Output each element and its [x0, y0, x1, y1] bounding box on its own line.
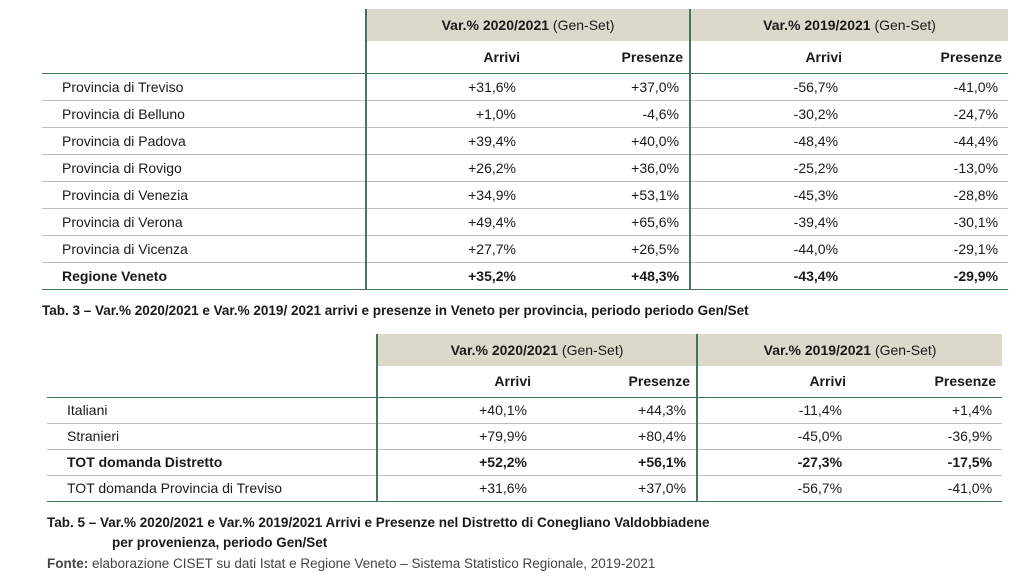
cell: -17,5%: [852, 449, 1003, 476]
cell: +31,6%: [365, 73, 526, 101]
row-label: Provincia di Treviso: [42, 73, 366, 101]
cell: -13,0%: [848, 154, 1009, 182]
cell: -24,7%: [848, 100, 1009, 128]
cell: +39,4%: [365, 127, 526, 155]
table-5-caption-line2: per provenienza, periodo Gen/Set: [112, 535, 328, 550]
col-header-presenze: Presenze: [537, 366, 698, 398]
cell: +44,3%: [537, 397, 698, 424]
cell: -29,9%: [848, 262, 1009, 290]
cell: -41,0%: [848, 73, 1009, 101]
row-label: TOT domanda Distretto: [47, 449, 377, 476]
cell: -45,0%: [696, 423, 853, 450]
cell: -30,1%: [848, 208, 1009, 236]
table-3-caption: Tab. 3 – Var.% 2020/2021 e Var.% 2019/ 2…: [42, 303, 749, 318]
table-row: Provincia di Verona +49,4% +65,6% -39,4%…: [42, 208, 1009, 236]
group-header-2020-2021: Var.% 2020/2021 (Gen-Set): [375, 334, 698, 366]
row-label: Provincia di Belluno: [42, 100, 366, 128]
cell: +36,0%: [526, 154, 691, 182]
cell: -29,1%: [848, 235, 1009, 263]
cell: +49,4%: [365, 208, 526, 236]
table-row: Stranieri +79,9% +80,4% -45,0% -36,9%: [47, 423, 1003, 450]
sub-header-row: Arrivi Presenze Arrivi Presenze: [47, 366, 1003, 398]
table-row: Provincia di Padova +39,4% +40,0% -48,4%…: [42, 127, 1009, 155]
group-header-row: Var.% 2020/2021 (Gen-Set) Var.% 2019/202…: [42, 9, 1009, 41]
cell: +40,0%: [526, 127, 691, 155]
cell: -11,4%: [696, 397, 853, 424]
cell: -4,6%: [526, 100, 691, 128]
cell: -48,4%: [689, 127, 849, 155]
sub-header-row: Arrivi Presenze Arrivi Presenze: [42, 41, 1009, 74]
row-label: Provincia di Venezia: [42, 181, 366, 209]
cell: +80,4%: [537, 423, 698, 450]
row-label: TOT domanda Provincia di Treviso: [47, 475, 377, 502]
source-text: elaborazione CISET su dati Istat e Regio…: [88, 556, 656, 571]
group-header-2019-2021: Var.% 2019/2021 (Gen-Set): [696, 334, 1003, 366]
cell: +27,7%: [365, 235, 526, 263]
row-label: Italiani: [47, 397, 377, 424]
cell: -44,0%: [689, 235, 849, 263]
table-row: Provincia di Rovigo +26,2% +36,0% -25,2%…: [42, 154, 1009, 182]
cell: +34,9%: [365, 181, 526, 209]
cell: +37,0%: [537, 475, 698, 502]
table-5-caption: Tab. 5 – Var.% 2020/2021 e Var.% 2019/20…: [47, 515, 710, 530]
cell: -27,3%: [696, 449, 853, 476]
cell: -56,7%: [696, 475, 853, 502]
cell: -36,9%: [852, 423, 1003, 450]
table-row: Italiani +40,1% +44,3% -11,4% +1,4%: [47, 397, 1003, 424]
cell: +52,2%: [376, 449, 537, 476]
table-3: Var.% 2020/2021 (Gen-Set) Var.% 2019/202…: [42, 9, 1009, 290]
cell: -44,4%: [848, 127, 1009, 155]
source-label: Fonte:: [47, 556, 89, 571]
cell: -25,2%: [689, 154, 849, 182]
group-header-2019-2021: Var.% 2019/2021 (Gen-Set): [689, 9, 1009, 41]
cell: +26,2%: [365, 154, 526, 182]
cell: -28,8%: [848, 181, 1009, 209]
table-row: Provincia di Vicenza +27,7% +26,5% -44,0…: [42, 235, 1009, 263]
col-header-arrivi: Arrivi: [376, 366, 537, 398]
table-row: Provincia di Venezia +34,9% +53,1% -45,3…: [42, 181, 1009, 209]
cell: +26,5%: [526, 235, 691, 263]
row-label: Regione Veneto: [42, 262, 366, 290]
cell: +79,9%: [376, 423, 537, 450]
group-header-row: Var.% 2020/2021 (Gen-Set) Var.% 2019/202…: [47, 334, 1003, 366]
row-label: Provincia di Vicenza: [42, 235, 366, 263]
cell: -43,4%: [689, 262, 849, 290]
table-row-total: TOT domanda Distretto +52,2% +56,1% -27,…: [47, 449, 1003, 476]
table-row: Provincia di Treviso +31,6% +37,0% -56,7…: [42, 73, 1009, 101]
cell: +65,6%: [526, 208, 691, 236]
col-header-arrivi: Arrivi: [696, 366, 853, 398]
cell: -56,7%: [689, 73, 849, 101]
cell: +56,1%: [537, 449, 698, 476]
col-header-presenze: Presenze: [526, 41, 691, 74]
row-label: Provincia di Padova: [42, 127, 366, 155]
cell: +37,0%: [526, 73, 691, 101]
table-5: Var.% 2020/2021 (Gen-Set) Var.% 2019/202…: [47, 334, 1003, 502]
cell: -41,0%: [852, 475, 1003, 502]
col-header-presenze: Presenze: [848, 41, 1009, 74]
row-label: Provincia di Rovigo: [42, 154, 366, 182]
cell: +1,0%: [365, 100, 526, 128]
col-header-arrivi: Arrivi: [689, 41, 849, 74]
table-row: Provincia di Belluno +1,0% -4,6% -30,2% …: [42, 100, 1009, 128]
source-note: Fonte: elaborazione CISET su dati Istat …: [47, 556, 655, 571]
cell: +31,6%: [376, 475, 537, 502]
table-row-total: Regione Veneto +35,2% +48,3% -43,4% -29,…: [42, 262, 1009, 290]
cell: -45,3%: [689, 181, 849, 209]
cell: +48,3%: [526, 262, 691, 290]
cell: -30,2%: [689, 100, 849, 128]
row-label: Stranieri: [47, 423, 377, 450]
group-header-2020-2021: Var.% 2020/2021 (Gen-Set): [364, 9, 691, 41]
cell: +53,1%: [526, 181, 691, 209]
table-row: TOT domanda Provincia di Treviso +31,6% …: [47, 475, 1003, 502]
row-label: Provincia di Verona: [42, 208, 366, 236]
cell: -39,4%: [689, 208, 849, 236]
col-header-presenze: Presenze: [852, 366, 1003, 398]
col-header-arrivi: Arrivi: [365, 41, 526, 74]
cell: +35,2%: [365, 262, 526, 290]
cell: +1,4%: [852, 397, 1003, 424]
cell: +40,1%: [376, 397, 537, 424]
